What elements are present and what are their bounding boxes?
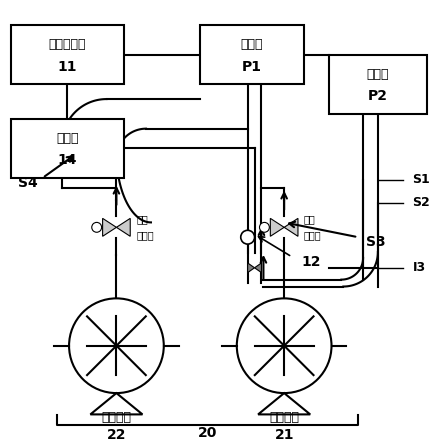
Bar [11,119,124,178]
Text: 止回阀: 止回阀 [136,230,154,240]
Circle shape [92,222,101,232]
Bar [11,25,124,84]
Text: 11: 11 [58,59,78,74]
Polygon shape [255,263,261,273]
Text: S2: S2 [412,196,430,209]
Polygon shape [117,218,130,236]
Text: 12: 12 [302,255,322,269]
Text: S1: S1 [412,174,430,186]
Text: S3: S3 [366,235,386,249]
Text: 调节池: 调节池 [241,38,263,52]
Text: I3: I3 [412,261,426,274]
Circle shape [260,222,269,232]
Text: 20: 20 [198,425,218,440]
Text: 控制器: 控制器 [56,132,79,145]
Polygon shape [90,393,143,414]
Text: 液位传感器: 液位传感器 [49,38,86,52]
Circle shape [69,298,164,393]
Circle shape [241,230,255,244]
Text: 第二风机: 第二风机 [101,411,132,424]
Text: 止回阀: 止回阀 [304,230,322,240]
Polygon shape [103,218,117,236]
Text: S4: S4 [18,176,38,190]
Text: 阀阀: 阀阀 [136,214,148,224]
Text: 21: 21 [274,428,294,441]
Polygon shape [270,218,284,236]
Bar [200,25,304,84]
Polygon shape [284,218,298,236]
Text: 22: 22 [107,428,126,441]
Text: 14: 14 [58,153,78,167]
Bar [329,55,427,114]
Text: 生化池: 生化池 [367,68,389,81]
Polygon shape [248,263,255,273]
Text: P2: P2 [368,89,388,103]
Text: P1: P1 [242,59,262,74]
Polygon shape [258,393,310,414]
Circle shape [237,298,331,393]
Text: 阀阀: 阀阀 [304,214,315,224]
Text: 第一风机: 第一风机 [269,411,299,424]
